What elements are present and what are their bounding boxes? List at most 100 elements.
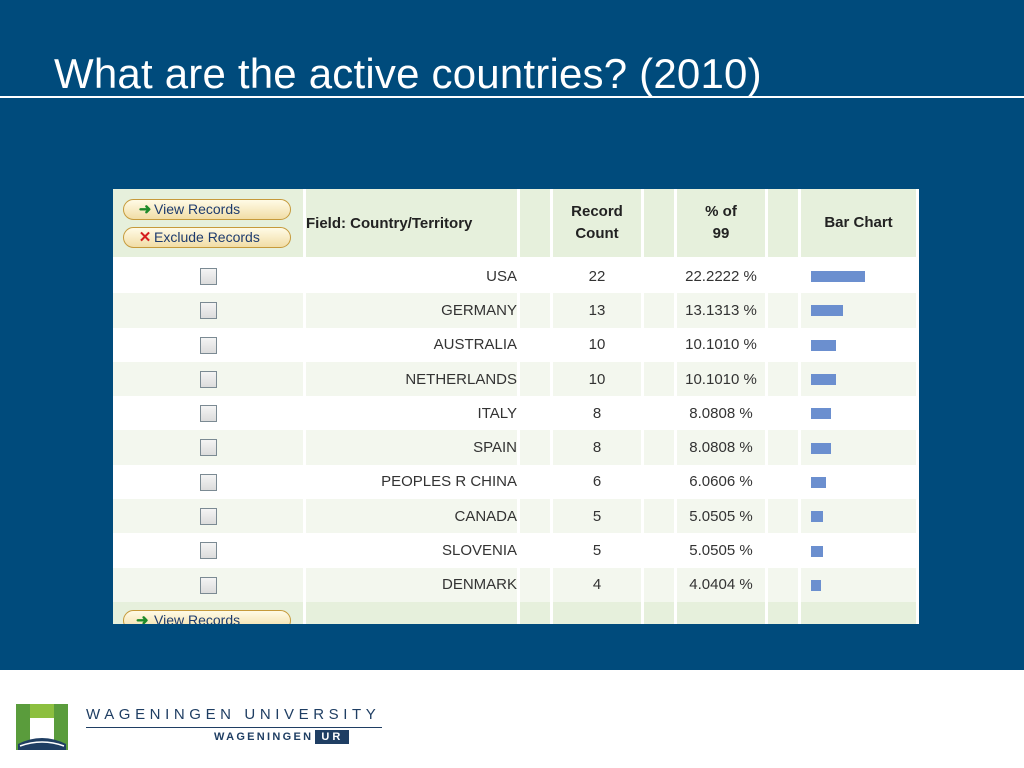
country-name: ITALY xyxy=(306,396,520,431)
spacer-cell xyxy=(520,327,553,362)
country-name: PEOPLES R CHINA xyxy=(306,464,520,500)
record-count: 5 xyxy=(553,533,644,568)
spacer-cell xyxy=(520,464,553,500)
logo-university-text: WAGENINGEN UNIVERSITY xyxy=(86,706,381,723)
record-count: 4 xyxy=(553,567,644,602)
bar-chart-cell xyxy=(801,327,919,362)
spacer-cell xyxy=(768,567,801,602)
header-spacer xyxy=(768,189,801,259)
percent-value: 10.1010 % xyxy=(677,361,768,397)
logo-wageningen-ur: WAGENINGEN UR xyxy=(214,730,350,744)
row-checkbox[interactable] xyxy=(199,507,217,525)
logo-divider xyxy=(86,727,382,728)
spacer-cell xyxy=(520,499,553,534)
record-count: 8 xyxy=(553,396,644,431)
table-row: PEOPLES R CHINA 6 6.0606 % xyxy=(113,464,919,500)
close-icon: ✕ xyxy=(138,229,152,246)
row-checkbox[interactable] xyxy=(199,336,217,354)
row-select-cell xyxy=(113,533,306,568)
bar-chart-bar xyxy=(811,511,823,523)
view-records-label: View Records xyxy=(154,201,241,217)
header-percent-line2: 99 xyxy=(712,225,730,242)
spacer-cell xyxy=(520,396,553,431)
bar-chart-cell xyxy=(801,567,919,602)
spacer-cell xyxy=(644,430,677,465)
percent-value: 22.2222 % xyxy=(677,259,768,294)
country-name: SLOVENIA xyxy=(306,533,520,568)
header-record-count-line2: Count xyxy=(575,225,619,242)
row-select-cell xyxy=(113,567,306,602)
country-name: GERMANY xyxy=(306,293,520,328)
title-divider xyxy=(0,96,1024,98)
country-name: NETHERLANDS xyxy=(306,361,520,397)
row-checkbox[interactable] xyxy=(199,576,217,594)
country-name: AUSTRALIA xyxy=(306,327,520,362)
spacer-cell xyxy=(644,259,677,294)
percent-value: 6.0606 % xyxy=(677,464,768,500)
logo-ur-text: UR xyxy=(315,730,350,744)
logo-wageningen-text: WAGENINGEN xyxy=(214,731,314,743)
spacer-cell xyxy=(520,361,553,397)
results-table: ➜ View Records ✕ Exclude Records Field: … xyxy=(113,189,919,624)
spacer-cell xyxy=(644,327,677,362)
bar-chart-bar xyxy=(811,476,826,488)
row-checkbox[interactable] xyxy=(199,267,217,285)
spacer-cell xyxy=(768,293,801,328)
exclude-records-button[interactable]: ✕ Exclude Records xyxy=(123,226,291,248)
percent-value: 8.0808 % xyxy=(677,430,768,465)
spacer-cell xyxy=(768,533,801,568)
spacer-cell xyxy=(768,396,801,431)
table-row: USA 22 22.2222 % xyxy=(113,259,919,294)
row-checkbox[interactable] xyxy=(199,370,217,388)
spacer-cell xyxy=(520,567,553,602)
table-row: CANADA 5 5.0505 % xyxy=(113,499,919,534)
spacer-cell xyxy=(644,567,677,602)
record-count: 10 xyxy=(553,327,644,362)
record-count: 10 xyxy=(553,361,644,397)
percent-value: 13.1313 % xyxy=(677,293,768,328)
record-count: 22 xyxy=(553,259,644,294)
row-checkbox[interactable] xyxy=(199,542,217,560)
record-count: 8 xyxy=(553,430,644,465)
percent-value: 5.0505 % xyxy=(677,499,768,534)
arrow-right-icon: ➜ xyxy=(136,612,149,624)
percent-value: 4.0404 % xyxy=(677,567,768,602)
table-row: GERMANY 13 13.1313 % xyxy=(113,293,919,328)
row-checkbox[interactable] xyxy=(199,439,217,457)
bar-chart-bar xyxy=(811,408,831,420)
bar-chart-cell xyxy=(801,499,919,534)
percent-value: 5.0505 % xyxy=(677,533,768,568)
row-checkbox[interactable] xyxy=(199,302,217,320)
row-checkbox[interactable] xyxy=(199,473,217,491)
bar-chart-cell xyxy=(801,293,919,328)
spacer-cell xyxy=(644,499,677,534)
header-bar-chart: Bar Chart xyxy=(801,189,919,259)
record-count: 13 xyxy=(553,293,644,328)
spacer-cell xyxy=(768,361,801,397)
percent-value: 10.1010 % xyxy=(677,327,768,362)
row-select-cell xyxy=(113,361,306,397)
row-select-cell xyxy=(113,327,306,362)
spacer-cell xyxy=(644,396,677,431)
bar-chart-bar xyxy=(811,442,831,454)
spacer-cell xyxy=(768,499,801,534)
table-row: DENMARK 4 4.0404 % xyxy=(113,567,919,602)
header-actions: ➜ View Records ✕ Exclude Records xyxy=(113,189,306,259)
header-percent: % of 99 xyxy=(677,189,768,259)
percent-value: 8.0808 % xyxy=(677,396,768,431)
country-name: SPAIN xyxy=(306,430,520,465)
header-record-count-line1: Record xyxy=(571,203,623,220)
spacer-cell xyxy=(520,533,553,568)
header-spacer xyxy=(644,189,677,259)
spacer-cell xyxy=(520,430,553,465)
row-select-cell xyxy=(113,464,306,500)
wageningen-logo-mark-icon xyxy=(16,704,68,750)
bar-chart-bar xyxy=(811,374,836,386)
table-row: SPAIN 8 8.0808 % xyxy=(113,430,919,465)
view-records-button[interactable]: ➜ View Records xyxy=(123,198,291,220)
view-records-button-bottom[interactable]: ➜ View Records xyxy=(123,609,291,624)
country-name: DENMARK xyxy=(306,567,520,602)
table-row: AUSTRALIA 10 10.1010 % xyxy=(113,327,919,362)
footer-actions: ➜ View Records xyxy=(113,601,306,624)
row-checkbox[interactable] xyxy=(199,405,217,423)
